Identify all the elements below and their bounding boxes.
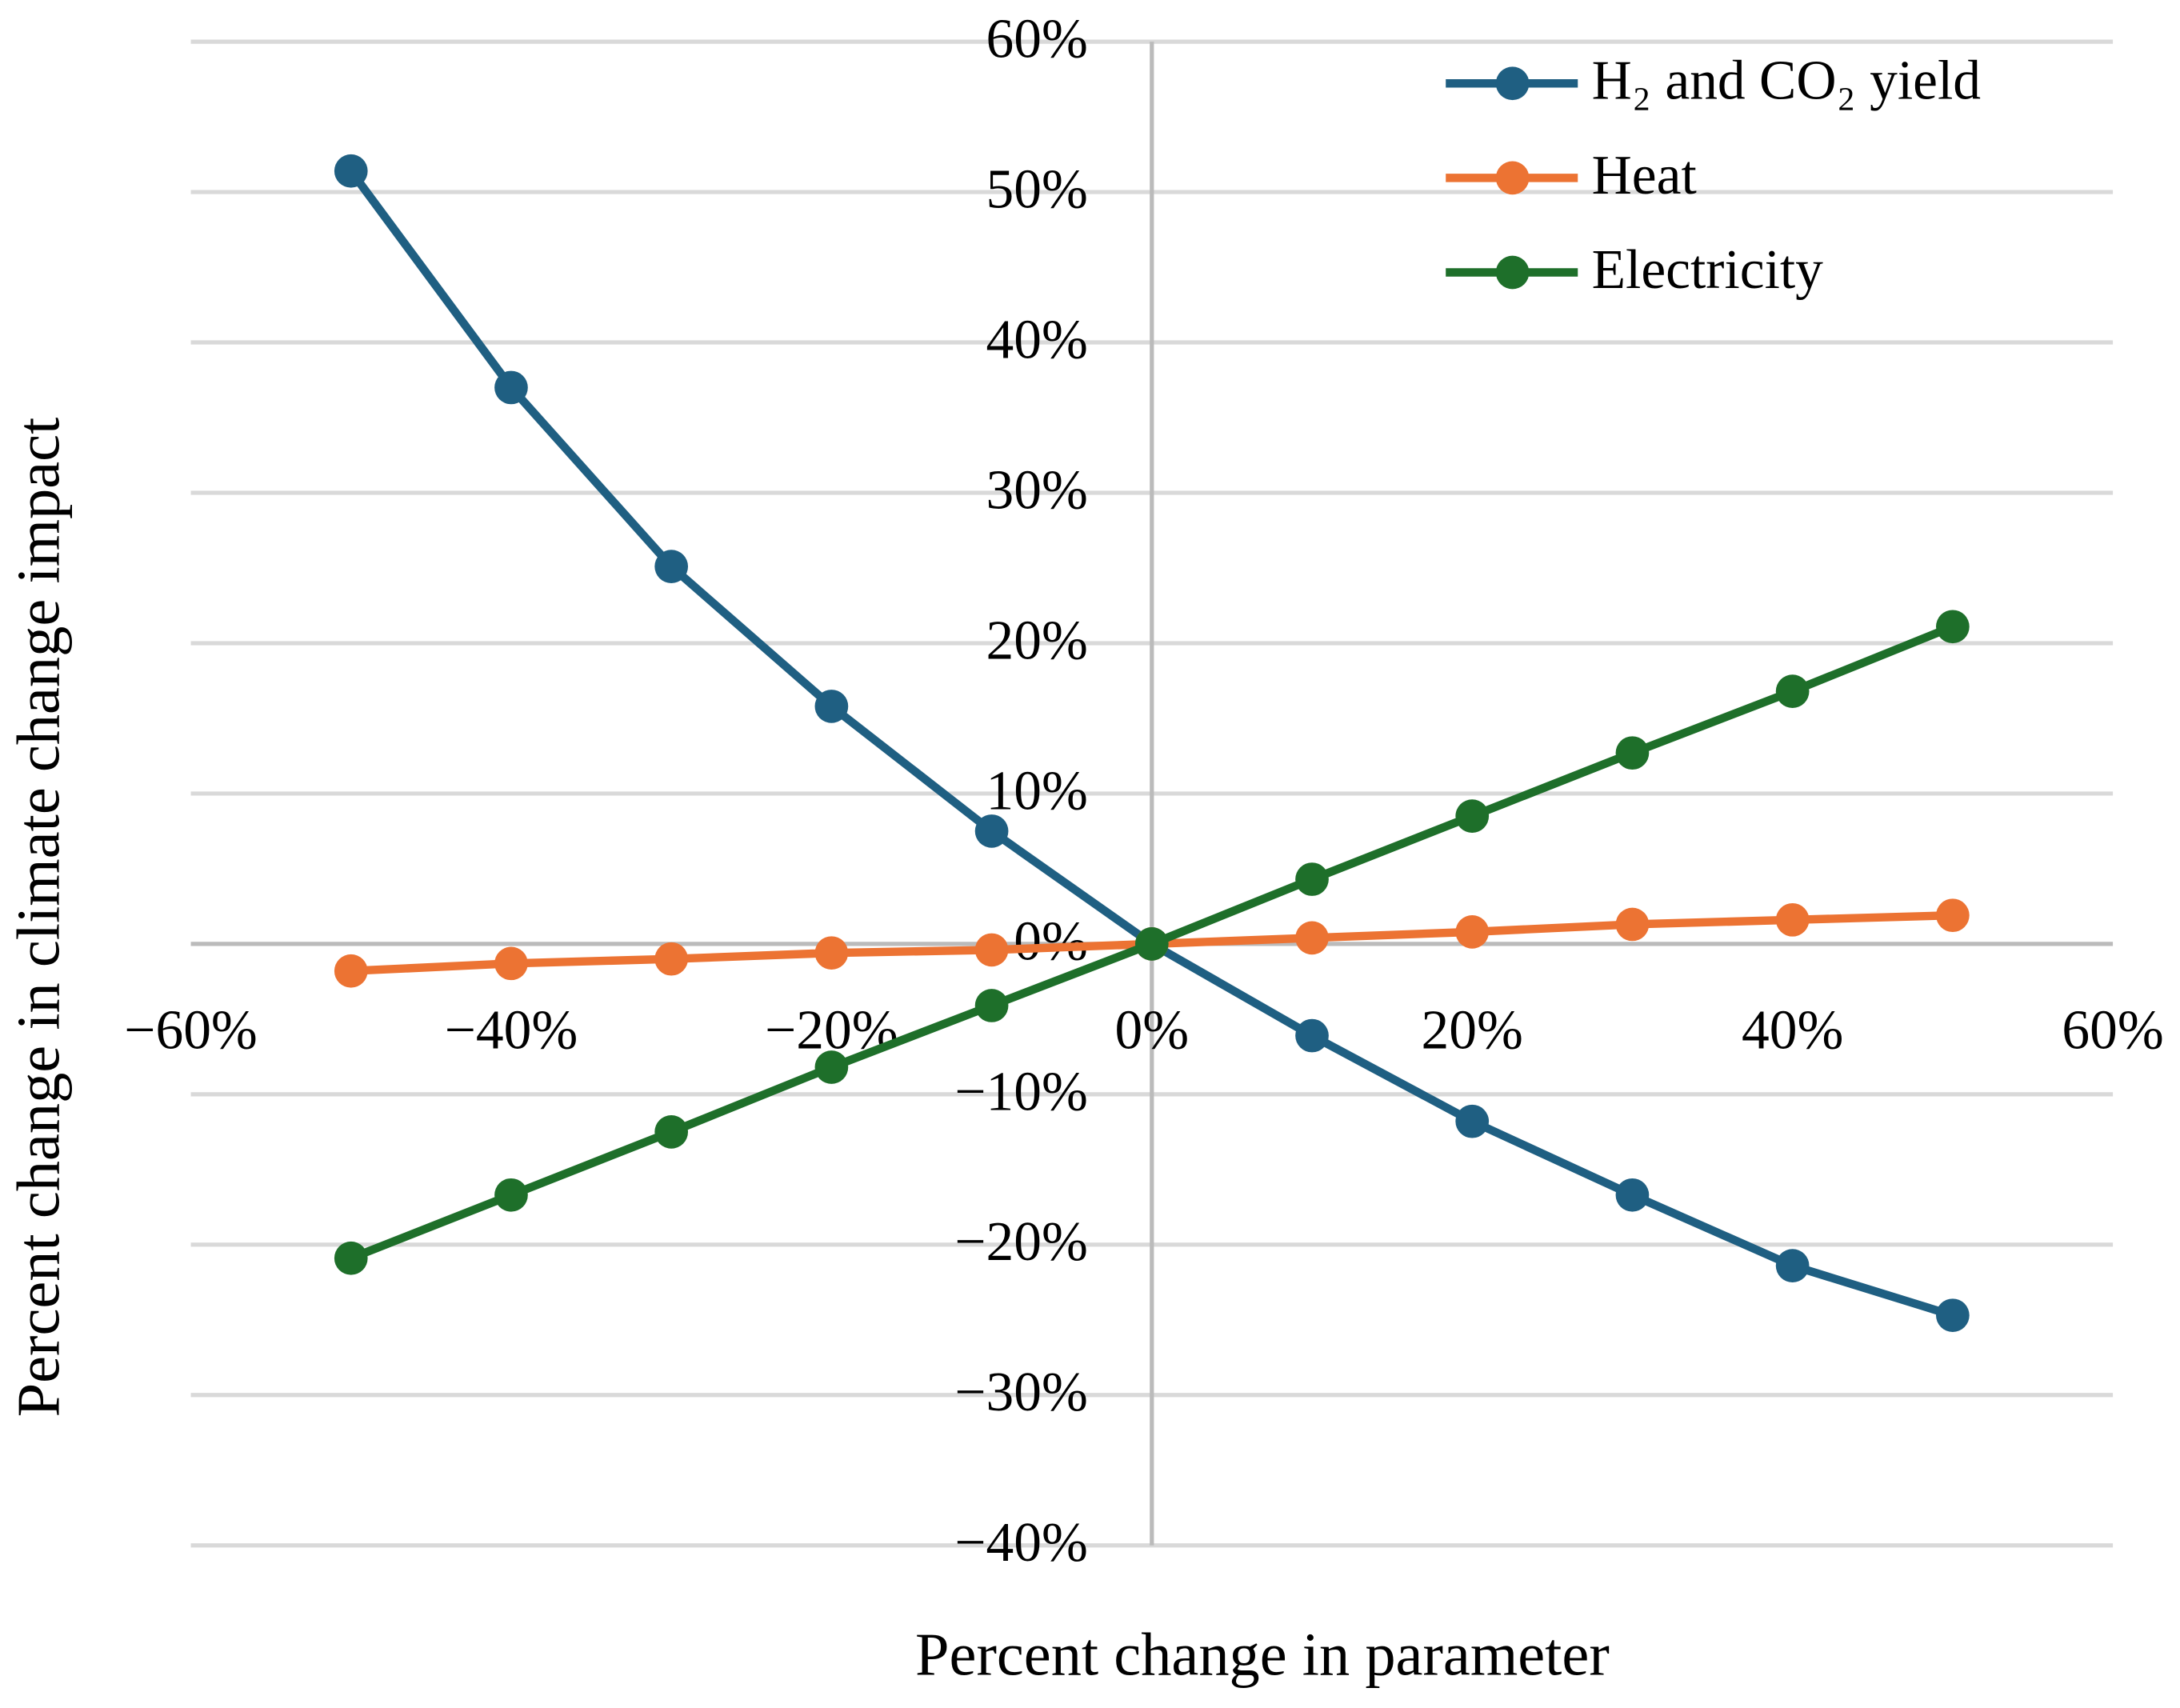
point — [1936, 610, 1970, 644]
y-tick-label: 50% — [986, 158, 1088, 220]
x-tick-label: −60% — [124, 999, 258, 1061]
point — [1936, 1298, 1970, 1333]
point — [1455, 1104, 1490, 1138]
point — [334, 954, 368, 988]
y-tick-label: 30% — [986, 459, 1088, 521]
point — [1295, 1018, 1329, 1053]
legend-label: Electricity — [1592, 239, 1824, 301]
point — [974, 933, 1009, 967]
x-tick-label: −40% — [445, 999, 578, 1061]
y-tick-label: 60% — [986, 9, 1088, 70]
point — [654, 1115, 689, 1149]
point — [1295, 862, 1329, 896]
x-tick-label: 20% — [1422, 999, 1523, 1061]
point — [334, 1241, 368, 1275]
x-tick-label: 60% — [2062, 999, 2163, 1061]
y-tick-label: 0% — [1014, 910, 1088, 972]
x-tick-label: 40% — [1742, 999, 1843, 1061]
legend-marker — [1495, 255, 1530, 290]
point — [494, 946, 528, 981]
point — [1615, 736, 1650, 770]
point — [1775, 674, 1810, 708]
point — [1615, 1178, 1650, 1212]
point — [1455, 799, 1490, 833]
y-tick-label: −10% — [954, 1061, 1088, 1122]
y-tick-label: 20% — [986, 610, 1088, 671]
x-tick-label: 0% — [1115, 999, 1190, 1061]
point — [1295, 921, 1329, 955]
point — [1455, 915, 1490, 949]
y-tick-label: −40% — [954, 1512, 1088, 1574]
point — [814, 690, 849, 723]
y-tick-label: 40% — [986, 309, 1088, 370]
legend-marker — [1495, 161, 1530, 195]
point — [814, 1050, 849, 1084]
point — [494, 370, 528, 405]
y-axis-title: Percent change in climate change impact — [5, 418, 73, 1418]
point — [1936, 898, 1970, 933]
point — [814, 936, 849, 970]
point — [654, 550, 689, 583]
point — [1775, 1249, 1810, 1282]
point — [1134, 927, 1169, 961]
legend-marker — [1495, 66, 1530, 101]
point — [1775, 902, 1810, 937]
legend-label: Heat — [1592, 145, 1697, 206]
point — [334, 154, 368, 188]
point — [974, 814, 1009, 848]
point — [494, 1178, 528, 1212]
y-tick-label: −20% — [954, 1211, 1088, 1273]
legend-label: H₂ and CO₂ yield — [1592, 50, 1981, 112]
point — [1615, 907, 1650, 942]
point — [974, 989, 1009, 1022]
point — [654, 942, 689, 976]
x-axis-title: Percent change in parameter — [915, 1620, 1610, 1688]
y-tick-label: −30% — [954, 1362, 1088, 1423]
y-tick-label: 10% — [986, 760, 1088, 822]
